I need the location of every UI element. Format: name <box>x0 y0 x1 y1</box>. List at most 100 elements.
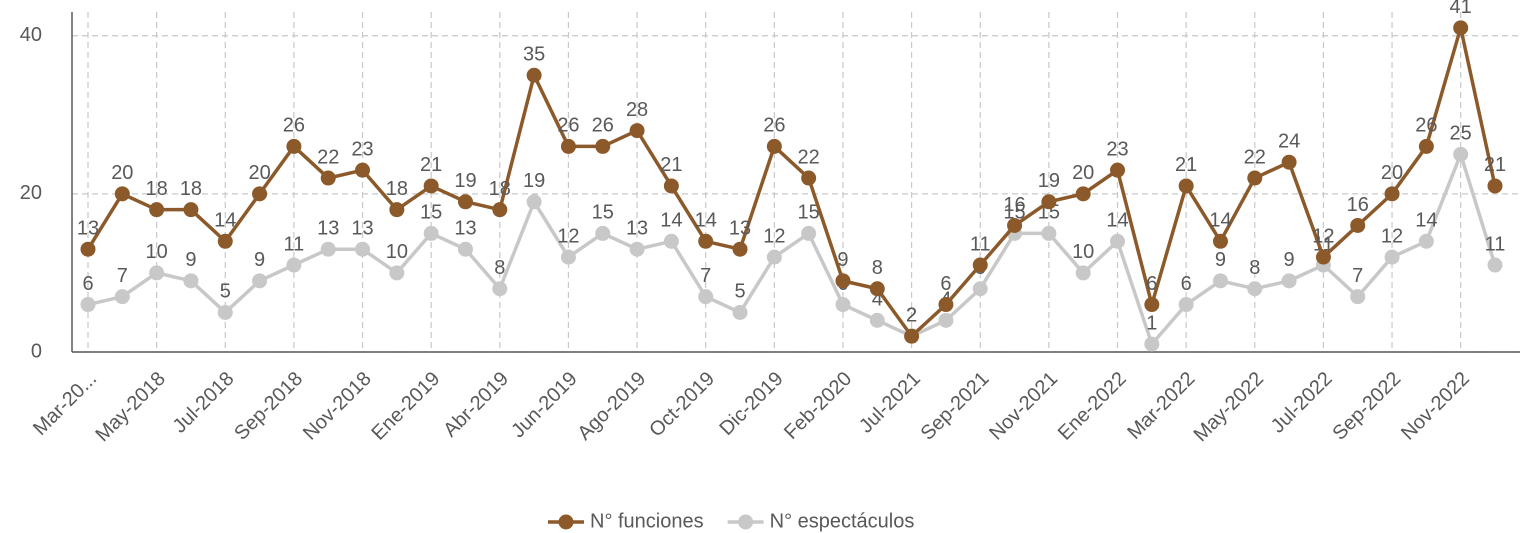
data-label: 2 <box>906 304 917 326</box>
point <box>1418 233 1434 249</box>
data-label: 16 <box>1003 194 1025 216</box>
point <box>320 170 336 186</box>
data-label: 13 <box>626 217 648 239</box>
x-tick-label: Jul-2018 <box>169 368 239 438</box>
x-tick-label: Dic-2019 <box>715 368 787 440</box>
data-label: 10 <box>146 241 168 263</box>
point <box>217 304 233 320</box>
point <box>1315 249 1331 265</box>
data-label: 5 <box>734 281 745 303</box>
point <box>492 202 508 218</box>
data-label: 8 <box>872 257 883 279</box>
point <box>1041 194 1057 210</box>
data-label: 7 <box>117 265 128 287</box>
data-label: 9 <box>254 249 265 271</box>
point <box>595 138 611 154</box>
data-label: 9 <box>837 249 848 271</box>
x-tick-label: Sep-2021 <box>917 368 994 445</box>
point <box>252 273 268 289</box>
data-label: 7 <box>1352 265 1363 287</box>
x-tick-label: Jul-2021 <box>855 368 925 438</box>
data-label: 12 <box>763 225 785 247</box>
data-label: 21 <box>1175 154 1197 176</box>
legend-label: N° espectáculos <box>770 510 915 532</box>
data-label: 11 <box>1485 233 1506 255</box>
point <box>183 202 199 218</box>
data-label: 14 <box>1106 210 1128 232</box>
point <box>1453 146 1469 162</box>
data-label: 26 <box>592 115 614 137</box>
point <box>252 186 268 202</box>
point <box>801 225 817 241</box>
point <box>149 265 165 281</box>
data-label: 5 <box>220 281 231 303</box>
point <box>217 233 233 249</box>
point <box>423 178 439 194</box>
data-label: 26 <box>1415 115 1437 137</box>
point <box>1350 289 1366 305</box>
data-label: 19 <box>1038 170 1060 192</box>
point <box>1418 138 1434 154</box>
point <box>1212 273 1228 289</box>
point <box>80 297 96 313</box>
x-tick-label: Ene-2022 <box>1054 368 1131 445</box>
point <box>663 233 679 249</box>
legend-marker <box>738 514 754 530</box>
point <box>1178 178 1194 194</box>
data-label: 21 <box>420 154 442 176</box>
data-label: 6 <box>1181 273 1192 295</box>
point <box>1144 336 1160 352</box>
point <box>698 233 714 249</box>
point <box>595 225 611 241</box>
data-label: 14 <box>695 210 717 232</box>
x-tick-label: Mar-2022 <box>1123 368 1199 444</box>
point <box>1281 154 1297 170</box>
point <box>457 194 473 210</box>
data-label: 16 <box>1347 194 1369 216</box>
point <box>114 186 130 202</box>
point <box>1247 281 1263 297</box>
data-label: 9 <box>185 249 196 271</box>
data-label: 13 <box>317 217 339 239</box>
data-label: 28 <box>626 99 648 121</box>
x-tick-label: Nov-2022 <box>1397 368 1474 445</box>
point <box>1384 186 1400 202</box>
point <box>869 312 885 328</box>
data-label: 12 <box>1312 225 1334 247</box>
data-label: 9 <box>1215 249 1226 271</box>
data-label: 8 <box>494 257 505 279</box>
data-label: 41 <box>1450 0 1472 18</box>
point <box>183 273 199 289</box>
x-tick-label: May-2022 <box>1190 368 1268 446</box>
point <box>1075 186 1091 202</box>
point <box>1144 297 1160 313</box>
y-tick-label: 40 <box>20 24 42 46</box>
legend-label: N° funciones <box>590 510 704 532</box>
data-label: 14 <box>660 210 682 232</box>
data-label: 13 <box>454 217 476 239</box>
data-label: 23 <box>351 138 373 160</box>
data-label: 12 <box>557 225 579 247</box>
data-label: 15 <box>592 202 614 224</box>
point <box>766 138 782 154</box>
data-label: 22 <box>317 146 339 168</box>
point <box>1453 20 1469 36</box>
data-label: 26 <box>283 115 305 137</box>
data-label: 13 <box>77 217 99 239</box>
data-label: 20 <box>111 162 133 184</box>
x-tick-label: Mar-20... <box>29 368 101 440</box>
data-label: 18 <box>146 178 168 200</box>
point <box>526 67 542 83</box>
data-label: 7 <box>700 265 711 287</box>
point <box>320 241 336 257</box>
data-label: 21 <box>660 154 682 176</box>
x-tick-label: May-2018 <box>91 368 169 446</box>
point <box>1178 297 1194 313</box>
data-label: 6 <box>940 273 951 295</box>
series-line <box>86 27 1497 339</box>
data-label: 4 <box>872 289 883 311</box>
point <box>629 123 645 139</box>
x-tick-label: Abr-2019 <box>439 368 513 442</box>
point <box>149 202 165 218</box>
